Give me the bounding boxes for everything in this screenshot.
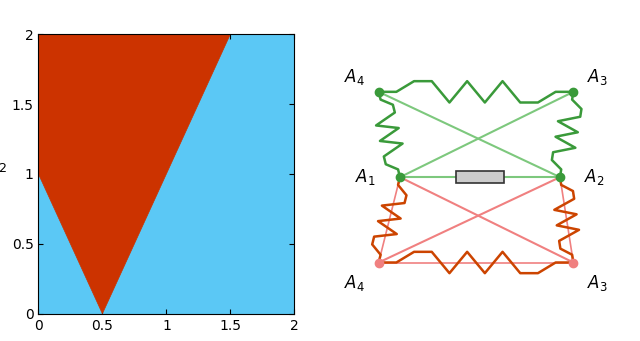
Text: $A_4$: $A_4$ xyxy=(344,273,365,293)
Text: $A_4$: $A_4$ xyxy=(344,66,365,87)
Text: $A_1$: $A_1$ xyxy=(355,167,376,187)
FancyBboxPatch shape xyxy=(456,171,504,183)
Polygon shape xyxy=(38,34,230,314)
Text: $A_3$: $A_3$ xyxy=(587,66,608,87)
Text: $A_3$: $A_3$ xyxy=(587,273,608,293)
X-axis label: ρ: ρ xyxy=(161,338,172,341)
Text: $A_2$: $A_2$ xyxy=(584,167,605,187)
Y-axis label: $L_2$: $L_2$ xyxy=(0,154,7,174)
